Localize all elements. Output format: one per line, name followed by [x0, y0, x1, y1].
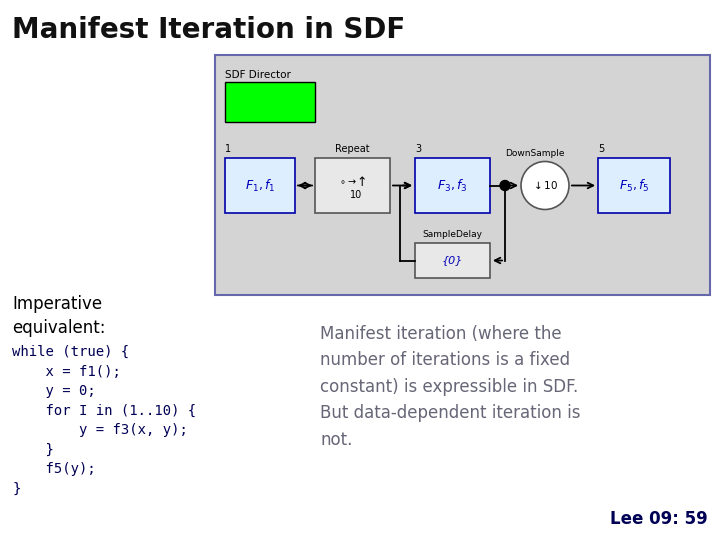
- Text: Lee 09: 59: Lee 09: 59: [611, 510, 708, 528]
- Circle shape: [521, 161, 569, 210]
- Text: SampleDelay: SampleDelay: [423, 230, 482, 239]
- Text: {0}: {0}: [442, 255, 463, 266]
- Text: 1: 1: [225, 144, 231, 154]
- Text: $\downarrow 10$: $\downarrow 10$: [531, 180, 559, 191]
- FancyBboxPatch shape: [598, 158, 670, 213]
- FancyBboxPatch shape: [315, 158, 390, 213]
- FancyBboxPatch shape: [225, 158, 295, 213]
- Text: Repeat: Repeat: [336, 144, 370, 154]
- Text: DownSample: DownSample: [505, 148, 564, 158]
- FancyBboxPatch shape: [415, 158, 490, 213]
- FancyBboxPatch shape: [225, 82, 315, 122]
- Circle shape: [500, 180, 510, 191]
- Text: $F_5, f_5$: $F_5, f_5$: [618, 178, 649, 193]
- Text: Imperative
equivalent:: Imperative equivalent:: [12, 295, 106, 336]
- Text: 3: 3: [415, 144, 421, 154]
- Text: Manifest Iteration in SDF: Manifest Iteration in SDF: [12, 16, 405, 44]
- FancyBboxPatch shape: [215, 55, 710, 295]
- Text: $\uparrow$: $\uparrow$: [354, 174, 366, 188]
- Text: $F_1, f_1$: $F_1, f_1$: [245, 178, 275, 193]
- Text: $F_3, f_3$: $F_3, f_3$: [437, 178, 468, 193]
- Text: $\circ \rightarrow$: $\circ \rightarrow$: [338, 177, 356, 186]
- FancyBboxPatch shape: [415, 243, 490, 278]
- Text: 10: 10: [351, 191, 363, 200]
- Text: SDF Director: SDF Director: [225, 70, 291, 80]
- Text: while (true) {
    x = f1();
    y = 0;
    for I in (1..10) {
        y = f3(x,: while (true) { x = f1(); y = 0; for I in…: [12, 345, 197, 496]
- Text: 5: 5: [598, 144, 604, 154]
- Text: Manifest iteration (where the
number of iterations is a fixed
constant) is expre: Manifest iteration (where the number of …: [320, 325, 580, 449]
